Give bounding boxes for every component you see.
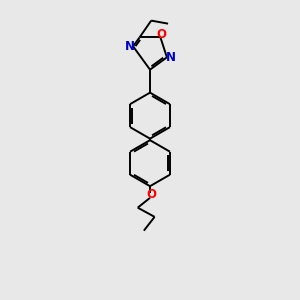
Text: N: N [124, 40, 134, 53]
Text: N: N [166, 51, 176, 64]
Text: O: O [156, 28, 166, 40]
Text: O: O [146, 188, 156, 201]
